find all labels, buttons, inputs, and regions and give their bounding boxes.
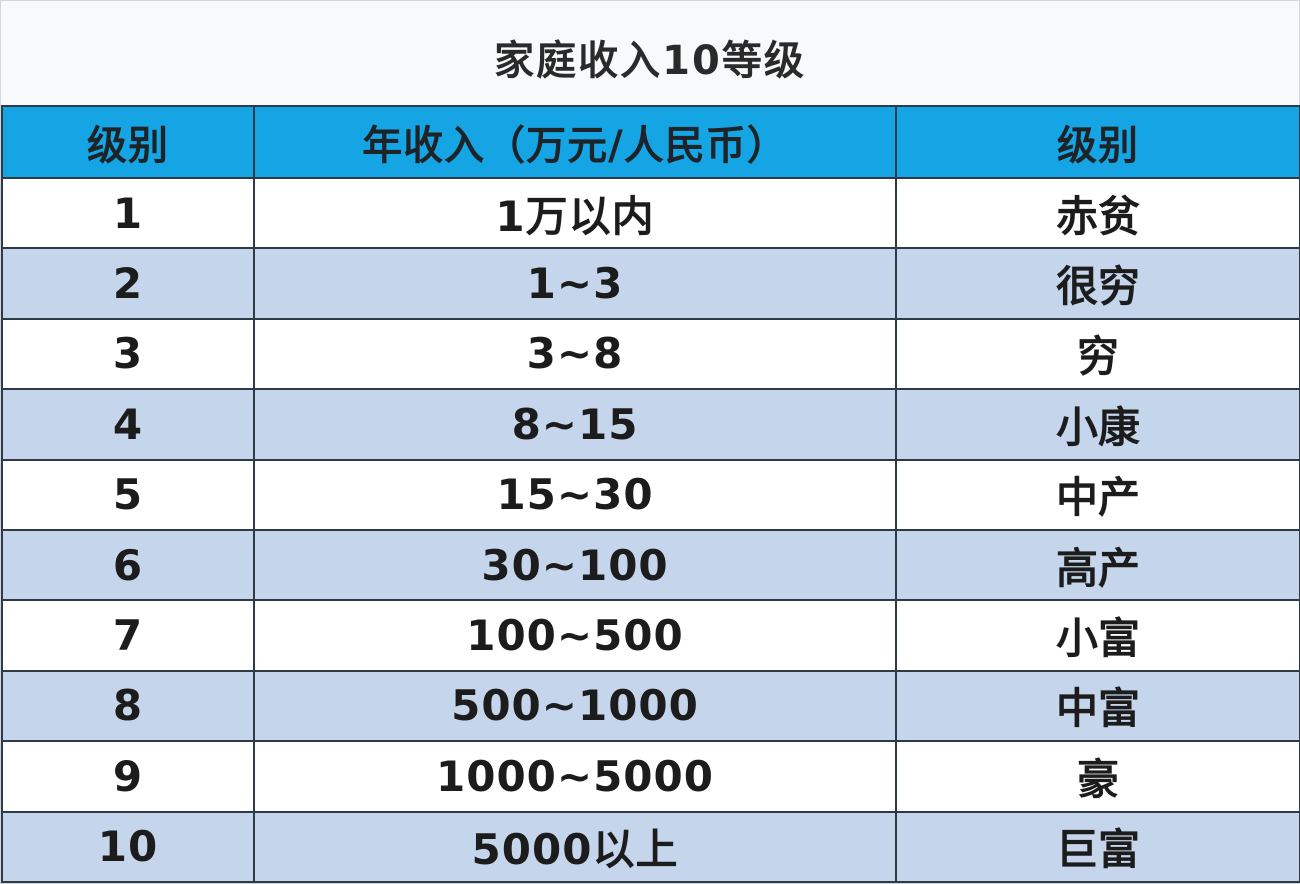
cell-income: 500~1000 bbox=[253, 669, 897, 743]
cell-level: 8 bbox=[1, 669, 255, 743]
page-title: 家庭收入10等级 bbox=[494, 38, 806, 84]
cell-income: 8~15 bbox=[253, 388, 897, 461]
cell-level: 10 bbox=[1, 810, 255, 883]
header-level: 级别 bbox=[1, 105, 255, 179]
cell-income: 1~3 bbox=[253, 247, 897, 320]
cell-income: 1万以内 bbox=[253, 176, 897, 250]
table-row: 6 30~100 高产 bbox=[1, 528, 1300, 602]
cell-class: 中富 bbox=[895, 669, 1300, 743]
table-row: 10 5000以上 巨富 bbox=[1, 810, 1300, 883]
cell-income: 100~500 bbox=[253, 599, 897, 672]
cell-class: 小富 bbox=[895, 599, 1300, 672]
cell-income: 30~100 bbox=[253, 528, 897, 602]
table-header-row: 级别 年收入（万元/人民币） 级别 bbox=[1, 105, 1300, 179]
cell-class: 很穷 bbox=[895, 247, 1300, 320]
table-row: 9 1000~5000 豪 bbox=[1, 740, 1300, 813]
cell-class: 赤贫 bbox=[895, 176, 1300, 250]
cell-class: 高产 bbox=[895, 528, 1300, 602]
table-row: 3 3~8 穷 bbox=[1, 317, 1300, 391]
header-annual-income: 年收入（万元/人民币） bbox=[253, 105, 897, 179]
cell-class: 巨富 bbox=[895, 810, 1300, 883]
cell-level: 3 bbox=[1, 317, 255, 391]
table-row: 1 1万以内 赤贫 bbox=[1, 176, 1300, 250]
cell-level: 4 bbox=[1, 388, 255, 461]
table-row: 4 8~15 小康 bbox=[1, 388, 1300, 461]
table-row: 2 1~3 很穷 bbox=[1, 247, 1300, 320]
cell-income: 15~30 bbox=[253, 458, 897, 531]
cell-level: 9 bbox=[1, 740, 255, 813]
table-row: 8 500~1000 中富 bbox=[1, 669, 1300, 743]
cell-income: 1000~5000 bbox=[253, 740, 897, 813]
cell-class: 豪 bbox=[895, 740, 1300, 813]
income-table: 级别 年收入（万元/人民币） 级别 1 1万以内 赤贫 2 1~3 很穷 3 3… bbox=[1, 105, 1300, 883]
header-class: 级别 bbox=[895, 105, 1300, 179]
cell-class: 小康 bbox=[895, 388, 1300, 461]
title-bar: 家庭收入10等级 bbox=[1, 1, 1299, 105]
cell-income: 5000以上 bbox=[253, 810, 897, 883]
cell-class: 中产 bbox=[895, 458, 1300, 531]
cell-income: 3~8 bbox=[253, 317, 897, 391]
cell-level: 1 bbox=[1, 176, 255, 250]
cell-class: 穷 bbox=[895, 317, 1300, 391]
cell-level: 7 bbox=[1, 599, 255, 672]
cell-level: 5 bbox=[1, 458, 255, 531]
cell-level: 2 bbox=[1, 247, 255, 320]
table-row: 5 15~30 中产 bbox=[1, 458, 1300, 531]
cell-level: 6 bbox=[1, 528, 255, 602]
table-row: 7 100~500 小富 bbox=[1, 599, 1300, 672]
